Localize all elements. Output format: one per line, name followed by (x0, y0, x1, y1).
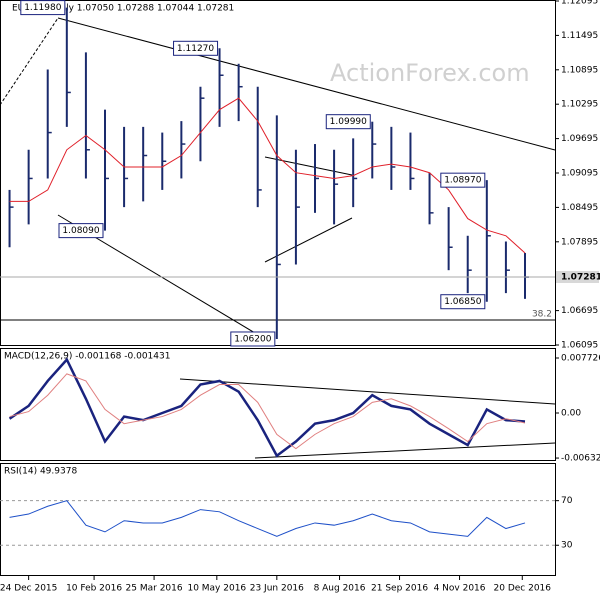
annotation-box (440, 294, 486, 310)
y-tick-label: 1.06095 (561, 341, 598, 351)
rsi-title: RSI(14) 49.9378 (4, 467, 77, 477)
x-tick-label: 20 Dec 2016 (494, 584, 552, 594)
y-tick-label: 1.10295 (561, 100, 598, 110)
annotation-label: 1.06200 (234, 334, 271, 344)
y-tick-label: 1.12095 (561, 0, 598, 7)
annotation-box (440, 172, 486, 188)
annotation-label: 1.11980 (24, 3, 61, 13)
y-tick-label: 1.11495 (561, 31, 598, 41)
indicator-line (9, 373, 526, 450)
y-tick-label: 70 (561, 496, 573, 506)
annotation-label: 1.11270 (177, 44, 214, 54)
trend-line (0, 17, 59, 106)
trend-line (254, 442, 556, 459)
last-price-box (556, 271, 599, 284)
trend-line (264, 156, 353, 176)
x-tick-label: 23 Jun 2016 (250, 584, 304, 594)
annotation-label: 1.09990 (330, 117, 367, 127)
y-tick-label: 0.007726 (561, 353, 600, 363)
trend-line (179, 378, 556, 405)
annotation-box (58, 223, 104, 239)
chart-title: EURCHF,Daily 1.07050 1.07288 1.07044 1.0… (12, 4, 234, 14)
moving-average (9, 97, 526, 254)
x-tick-label: 21 Sep 2016 (371, 584, 428, 594)
y-tick-label: 30 (561, 541, 573, 551)
watermark: ActionForex.com (330, 59, 530, 87)
indicator-line (9, 500, 526, 537)
last-price-label: 1.07281 (561, 273, 600, 283)
x-tick-label: 8 Aug 2016 (314, 584, 366, 594)
y-tick-label: 1.09095 (561, 169, 598, 179)
y-tick-label: 1.08495 (561, 203, 598, 213)
y-tick-label: 1.07895 (561, 237, 598, 247)
x-tick-label: 25 Mar 2016 (126, 584, 183, 594)
annotation-box (230, 331, 276, 347)
annotation-label: 1.08970 (444, 176, 481, 186)
trend-line (57, 17, 556, 151)
y-tick-label: 1.06695 (561, 306, 598, 316)
indicator-line (8, 357, 526, 458)
annotation-label: 1.06850 (444, 297, 481, 307)
macd-panel (0, 348, 556, 461)
annotation-box (325, 114, 371, 130)
annotation-label: 1.08090 (62, 226, 99, 236)
macd-title: MACD(12,26,9) -0.001168 -0.001431 (4, 352, 170, 362)
fib-label: 38.2 (532, 310, 552, 320)
y-tick-label: 1.10895 (561, 65, 598, 75)
x-tick-label: 10 May 2016 (187, 584, 246, 594)
x-tick-label: 24 Dec 2015 (0, 584, 57, 594)
annotation-box (20, 0, 66, 16)
x-tick-label: 10 Feb 2016 (66, 584, 122, 594)
y-tick-label: 0.00 (561, 409, 581, 419)
y-tick-label: 1.09695 (561, 134, 598, 144)
trend-line (264, 217, 353, 263)
rsi-panel (0, 463, 556, 576)
x-tick-label: 4 Nov 2016 (434, 584, 486, 594)
annotation-box (173, 40, 219, 56)
